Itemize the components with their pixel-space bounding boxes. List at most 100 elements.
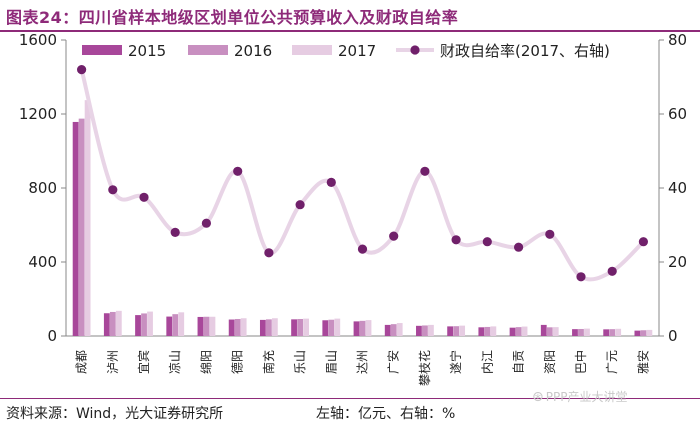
bar-2016 bbox=[78, 118, 85, 337]
bar-2016 bbox=[578, 328, 584, 336]
ratio-point bbox=[77, 65, 87, 75]
bar-2015 bbox=[135, 315, 141, 336]
ratio-point bbox=[451, 235, 461, 245]
bar-2015 bbox=[478, 327, 485, 336]
bar-2016 bbox=[546, 327, 553, 336]
category-label: 广安 bbox=[386, 350, 401, 374]
bar-2016 bbox=[484, 326, 491, 336]
bar-2016 bbox=[172, 314, 179, 336]
bar-2017 bbox=[147, 311, 153, 336]
category-label: 泸州 bbox=[106, 350, 120, 374]
bar-2015 bbox=[384, 324, 391, 336]
left-tick-label: 0 bbox=[47, 327, 57, 345]
right-tick-label: 80 bbox=[668, 31, 687, 49]
bar-2016 bbox=[109, 311, 116, 336]
bar-2015 bbox=[259, 319, 266, 336]
bar-2017 bbox=[240, 318, 247, 336]
category-label: 绵阳 bbox=[199, 350, 213, 374]
bar-2015 bbox=[540, 324, 547, 336]
category-label: 成都 bbox=[75, 350, 89, 374]
right-tick-label: 60 bbox=[668, 105, 687, 123]
category-label: 南充 bbox=[261, 350, 276, 374]
left-tick-label: 1200 bbox=[19, 105, 57, 123]
right-tick-label: 0 bbox=[668, 327, 678, 345]
bar-2017 bbox=[115, 310, 122, 336]
category-label: 资阳 bbox=[543, 350, 557, 374]
ratio-point bbox=[638, 237, 649, 247]
category-label: 攀枝花 bbox=[417, 350, 432, 386]
source-note: 资料来源：Wind，光大证券研究所 bbox=[6, 406, 224, 422]
bar-2016 bbox=[640, 330, 647, 336]
bar-2017 bbox=[490, 326, 497, 336]
chart-legend: 2015 2016 2017 财政自给率(2017、右轴) bbox=[82, 42, 610, 60]
bar-2016 bbox=[515, 327, 522, 336]
legend-label: 财政自给率(2017、右轴) bbox=[440, 42, 610, 60]
category-label: 广元 bbox=[605, 350, 619, 374]
title-divider bbox=[0, 30, 700, 32]
ratio-point bbox=[170, 227, 180, 237]
legend-marker bbox=[410, 45, 420, 55]
ratio-point bbox=[545, 229, 555, 239]
ratio-point bbox=[389, 231, 399, 241]
bar-2016 bbox=[390, 324, 397, 336]
ratio-point bbox=[295, 200, 305, 210]
bar-2017 bbox=[303, 318, 309, 336]
ratio-point bbox=[139, 192, 149, 202]
left-tick-label: 1600 bbox=[19, 31, 57, 49]
ratio-point bbox=[576, 272, 586, 282]
chart-axes: 0 400 800 1200 1600 0 20 40 60 80 bbox=[19, 31, 687, 345]
bar-2017 bbox=[396, 323, 403, 336]
ratio-point bbox=[264, 248, 274, 258]
watermark: ⊛ PPP产业大讲堂 bbox=[532, 388, 627, 405]
legend-label: 2016 bbox=[234, 42, 272, 60]
category-label: 达州 bbox=[356, 350, 370, 374]
bar-2016 bbox=[141, 313, 147, 336]
legend-swatch bbox=[82, 45, 122, 55]
bar-2016 bbox=[265, 319, 272, 336]
category-label: 自贡 bbox=[512, 350, 526, 374]
legend-swatch bbox=[292, 45, 332, 55]
category-label: 乐山 bbox=[293, 350, 307, 374]
bar-2015 bbox=[166, 316, 173, 336]
bar-2017 bbox=[584, 328, 590, 336]
right-tick-label: 40 bbox=[668, 179, 687, 197]
bar-2015 bbox=[322, 320, 329, 336]
bar-2015 bbox=[103, 313, 110, 336]
bar-2016 bbox=[609, 329, 616, 336]
bar-2016 bbox=[328, 319, 335, 336]
bar-2016 bbox=[203, 316, 210, 336]
bar-2017 bbox=[334, 318, 341, 336]
bar-2016 bbox=[359, 320, 366, 336]
ratio-point bbox=[420, 166, 430, 176]
bar-2017 bbox=[84, 100, 91, 337]
bar-2015 bbox=[447, 326, 454, 336]
bar-2015 bbox=[228, 319, 235, 336]
category-label: 德阳 bbox=[230, 350, 245, 374]
bar-2015 bbox=[72, 121, 79, 336]
legend-label: 2017 bbox=[338, 42, 376, 60]
bar-2015 bbox=[353, 321, 360, 336]
ratio-point bbox=[201, 218, 211, 228]
chart-bars bbox=[72, 100, 653, 337]
bar-2016 bbox=[297, 318, 303, 336]
legend-label: 2015 bbox=[128, 42, 166, 60]
bar-2017 bbox=[209, 316, 216, 336]
ratio-point bbox=[482, 237, 492, 247]
category-labels: 成都 泸州 宜宾 凉山 绵阳 德阳 南充 乐山 眉山 达州 广安 攀枝花 遂宁 内江 自贡 资阳 巴中 广元 雅安 bbox=[75, 350, 651, 386]
ratio-line-series bbox=[77, 65, 649, 282]
category-label: 宜宾 bbox=[136, 350, 151, 374]
bar-2017 bbox=[271, 318, 278, 336]
bar-2015 bbox=[197, 316, 204, 336]
footer-divider bbox=[0, 398, 700, 399]
bar-2015 bbox=[291, 319, 297, 336]
bar-2017 bbox=[428, 324, 434, 336]
ratio-point bbox=[357, 244, 368, 254]
ratio-point bbox=[108, 185, 118, 195]
category-label: 雅安 bbox=[635, 350, 650, 374]
axis-unit-note: 左轴：亿元、右轴：% bbox=[316, 406, 456, 422]
category-label: 巴中 bbox=[573, 350, 588, 374]
wechat-icon: ⊛ bbox=[532, 389, 544, 405]
category-label: 内江 bbox=[480, 350, 494, 374]
category-label: 凉山 bbox=[167, 350, 182, 374]
ratio-point bbox=[326, 177, 336, 187]
